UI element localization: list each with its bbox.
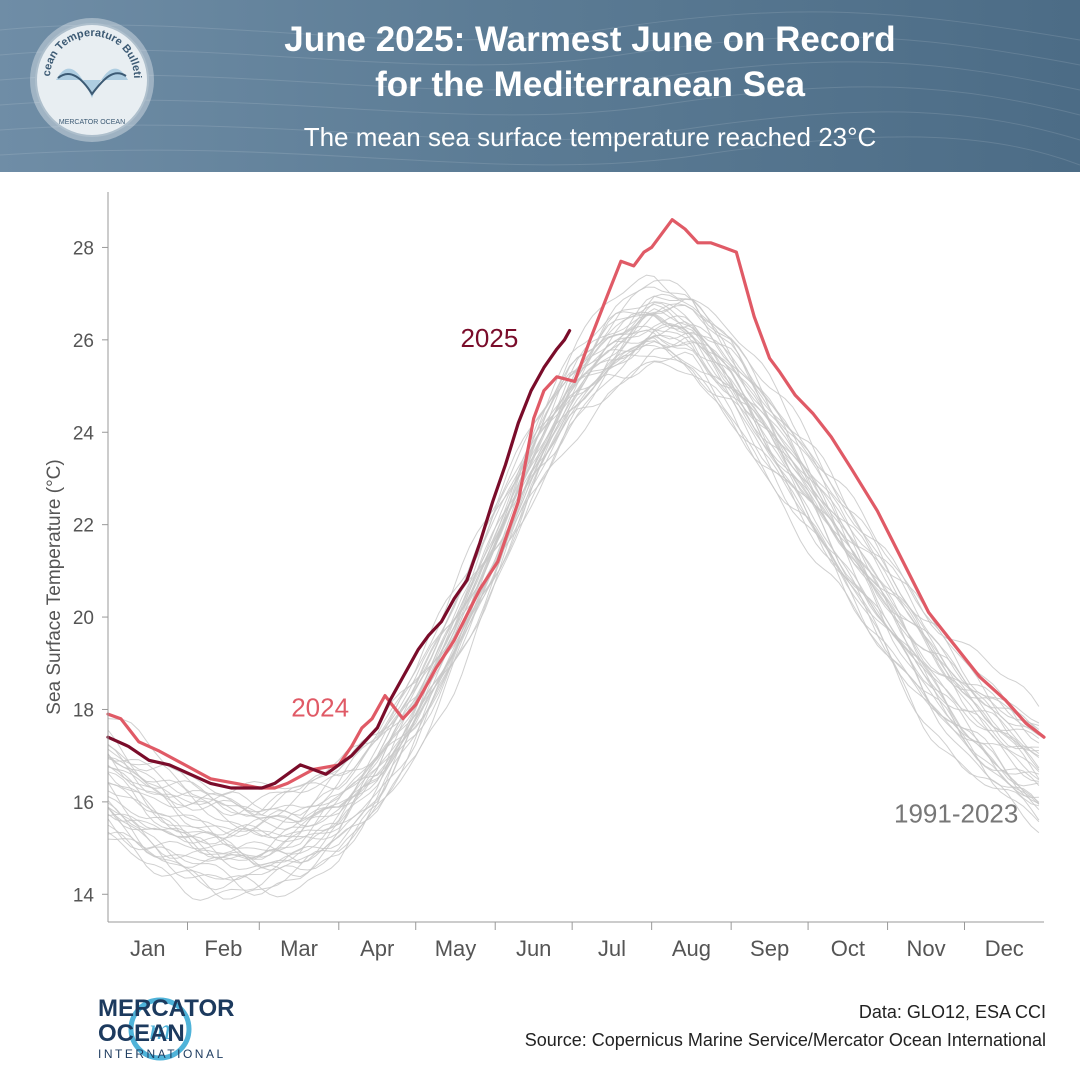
badge-org: MERCATOR OCEAN (59, 119, 125, 126)
brand-line2: OCEAN (98, 1020, 185, 1047)
x-tick-label: Dec (985, 936, 1024, 961)
climatology-line (107, 303, 1040, 818)
y-tick-label: 20 (73, 608, 94, 629)
mercator-brand: MERCATOR OCEAN INTERNATIONAL (98, 996, 234, 1062)
label-climatology: 1991-2023 (894, 799, 1018, 829)
x-tick-label: Apr (360, 936, 394, 961)
data-credit: Data: GLO12, ESA CCI (858, 1002, 1046, 1022)
climatology-lines (107, 274, 1040, 901)
climatology-line (107, 286, 1039, 816)
y-tick-label: 28 (73, 238, 94, 259)
y-axis-label: Sea Surface Temperature (°C) (44, 459, 65, 714)
x-tick-label: Aug (672, 936, 711, 961)
x-tick-label: Jan (130, 936, 165, 961)
source-credit: Source: Copernicus Marine Service/Mercat… (524, 1030, 1046, 1050)
climatology-line (107, 347, 1040, 898)
mercator-logo-mark: m (128, 997, 192, 1061)
x-tick-label: Oct (831, 936, 865, 961)
header-banner: Ocean Temperature Bulletin MERCATOR OCEA… (0, 0, 1080, 172)
series-lines (106, 218, 1046, 790)
climatology-line (107, 340, 1040, 861)
climatology-line (107, 312, 1040, 837)
climatology-line (107, 304, 1040, 817)
series-line-2025 (106, 329, 572, 790)
climatology-line (107, 328, 1039, 838)
y-tick-label: 24 (73, 423, 95, 444)
climatology-line (107, 279, 1040, 831)
climatology-line (107, 335, 1040, 860)
x-tick-label: Jun (516, 936, 551, 961)
x-tick-label: Feb (204, 936, 242, 961)
brand-line1: MERCATOR (98, 995, 235, 1022)
y-tick-label: 16 (73, 793, 94, 814)
brand-line3: INTERNATIONAL (98, 1047, 226, 1061)
chart-title-line1: June 2025: Warmest June on Record (284, 20, 896, 59)
climatology-line (107, 274, 1040, 816)
x-tick-label: Mar (280, 936, 318, 961)
svg-text:m: m (149, 1013, 171, 1046)
climatology-line (107, 301, 1040, 871)
bulletin-badge: Ocean Temperature Bulletin MERCATOR OCEA… (28, 8, 154, 142)
climatology-line (107, 361, 1040, 891)
x-tick-label: Sep (750, 936, 789, 961)
climatology-line (107, 324, 1040, 859)
y-tick-label: 22 (73, 516, 94, 537)
chart-subtitle: The mean sea surface temperature reached… (303, 122, 877, 152)
series-line-2024 (106, 218, 1046, 790)
header-wave-pattern (0, 11, 1080, 166)
sst-line-chart: 14 16 18 20 22 24 26 28 Jan Feb Mar Apr May Jun Jul Aug… (44, 192, 1046, 961)
label-2024: 2024 (291, 692, 349, 722)
y-tick-label: 26 (73, 331, 94, 352)
climatology-line (107, 313, 1039, 866)
climatology-line (107, 295, 1040, 827)
chart-title-line2: for the Mediterranean Sea (375, 65, 805, 104)
climatology-line (107, 351, 1040, 868)
chart-labels: 2025 2024 1991-2023 (291, 323, 1018, 829)
label-2025: 2025 (460, 323, 518, 353)
x-tick-label: Jul (598, 936, 626, 961)
climatology-line (107, 325, 1040, 817)
x-tick-label: Nov (906, 936, 945, 961)
x-tick-label: May (435, 936, 477, 961)
climatology-line (107, 301, 1040, 852)
y-tick-label: 18 (73, 700, 94, 721)
chart-axes: 14 16 18 20 22 24 26 28 Jan Feb Mar Apr May Jun Jul Aug… (44, 192, 1044, 961)
y-tick-label: 14 (73, 885, 95, 906)
